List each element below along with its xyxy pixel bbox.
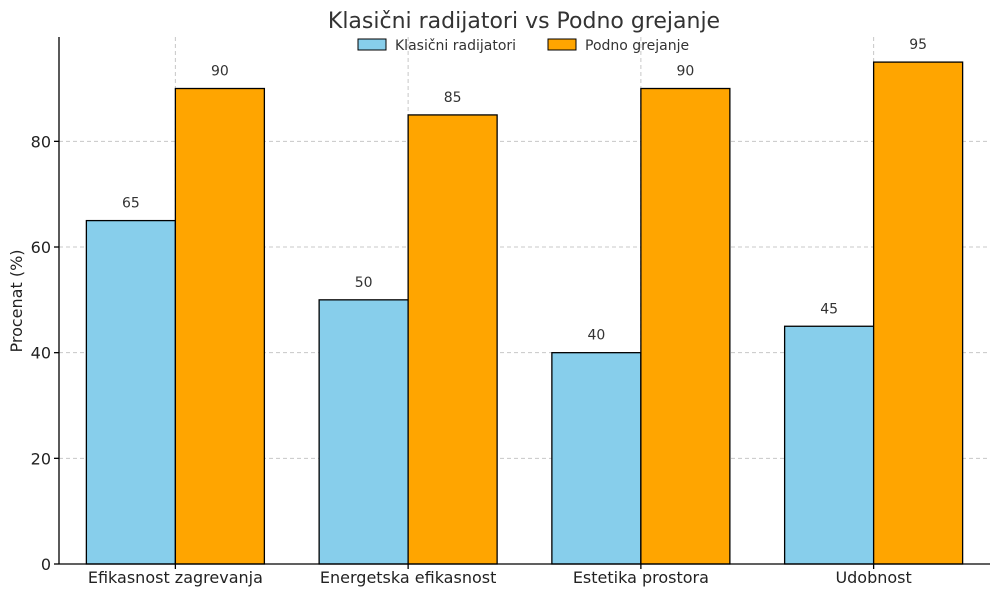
- y-tick-label: 40: [31, 344, 51, 363]
- bar-podno-grejanje: [174, 87, 266, 565]
- bar-klasicni-radijatori: [318, 299, 409, 565]
- bars-layer: [85, 61, 964, 565]
- bar-podno-grejanje: [640, 87, 731, 565]
- legend: Klasični radijatori Podno grejanje: [357, 38, 689, 54]
- chart-title: Klasični radijatori vs Podno grejanje: [328, 9, 720, 34]
- y-axis-label: Procenat (%): [7, 249, 26, 352]
- legend-label: Klasični radijatori: [395, 38, 516, 54]
- bar-podno-grejanje: [407, 114, 498, 565]
- data-label: 90: [211, 64, 229, 80]
- axes-layer: 0 20 40 60 80 Efikasnost zagrevanja Energetska…: [31, 37, 990, 587]
- y-tick-label: 0: [41, 555, 51, 574]
- y-tick-label: 60: [31, 238, 51, 257]
- data-label: 40: [587, 328, 605, 344]
- bar-klasicni-radijatori: [85, 219, 177, 565]
- x-tick-label: Udobnost: [835, 568, 911, 587]
- x-tick-label: Energetska efikasnost: [320, 568, 496, 587]
- labels-layer: 65 50 40 45 90 85 90 95: [122, 37, 927, 344]
- y-tick-label: 20: [31, 449, 51, 468]
- data-label: 95: [909, 37, 927, 53]
- legend-swatch: [357, 38, 387, 51]
- legend-swatch: [547, 38, 577, 51]
- data-label: 45: [820, 301, 838, 317]
- data-label: 50: [355, 275, 373, 291]
- bar-klasicni-radijatori: [783, 325, 875, 565]
- bar-klasicni-radijatori: [551, 352, 642, 565]
- legend-label: Podno grejanje: [585, 38, 689, 54]
- data-label: 90: [676, 64, 694, 80]
- y-tick-label: 80: [31, 132, 51, 151]
- x-tick-label: Estetika prostora: [573, 568, 709, 587]
- bar-podno-grejanje: [872, 61, 964, 565]
- data-label: 85: [444, 90, 462, 106]
- data-label: 65: [122, 196, 140, 212]
- x-tick-label: Efikasnost zagrevanja: [88, 568, 263, 587]
